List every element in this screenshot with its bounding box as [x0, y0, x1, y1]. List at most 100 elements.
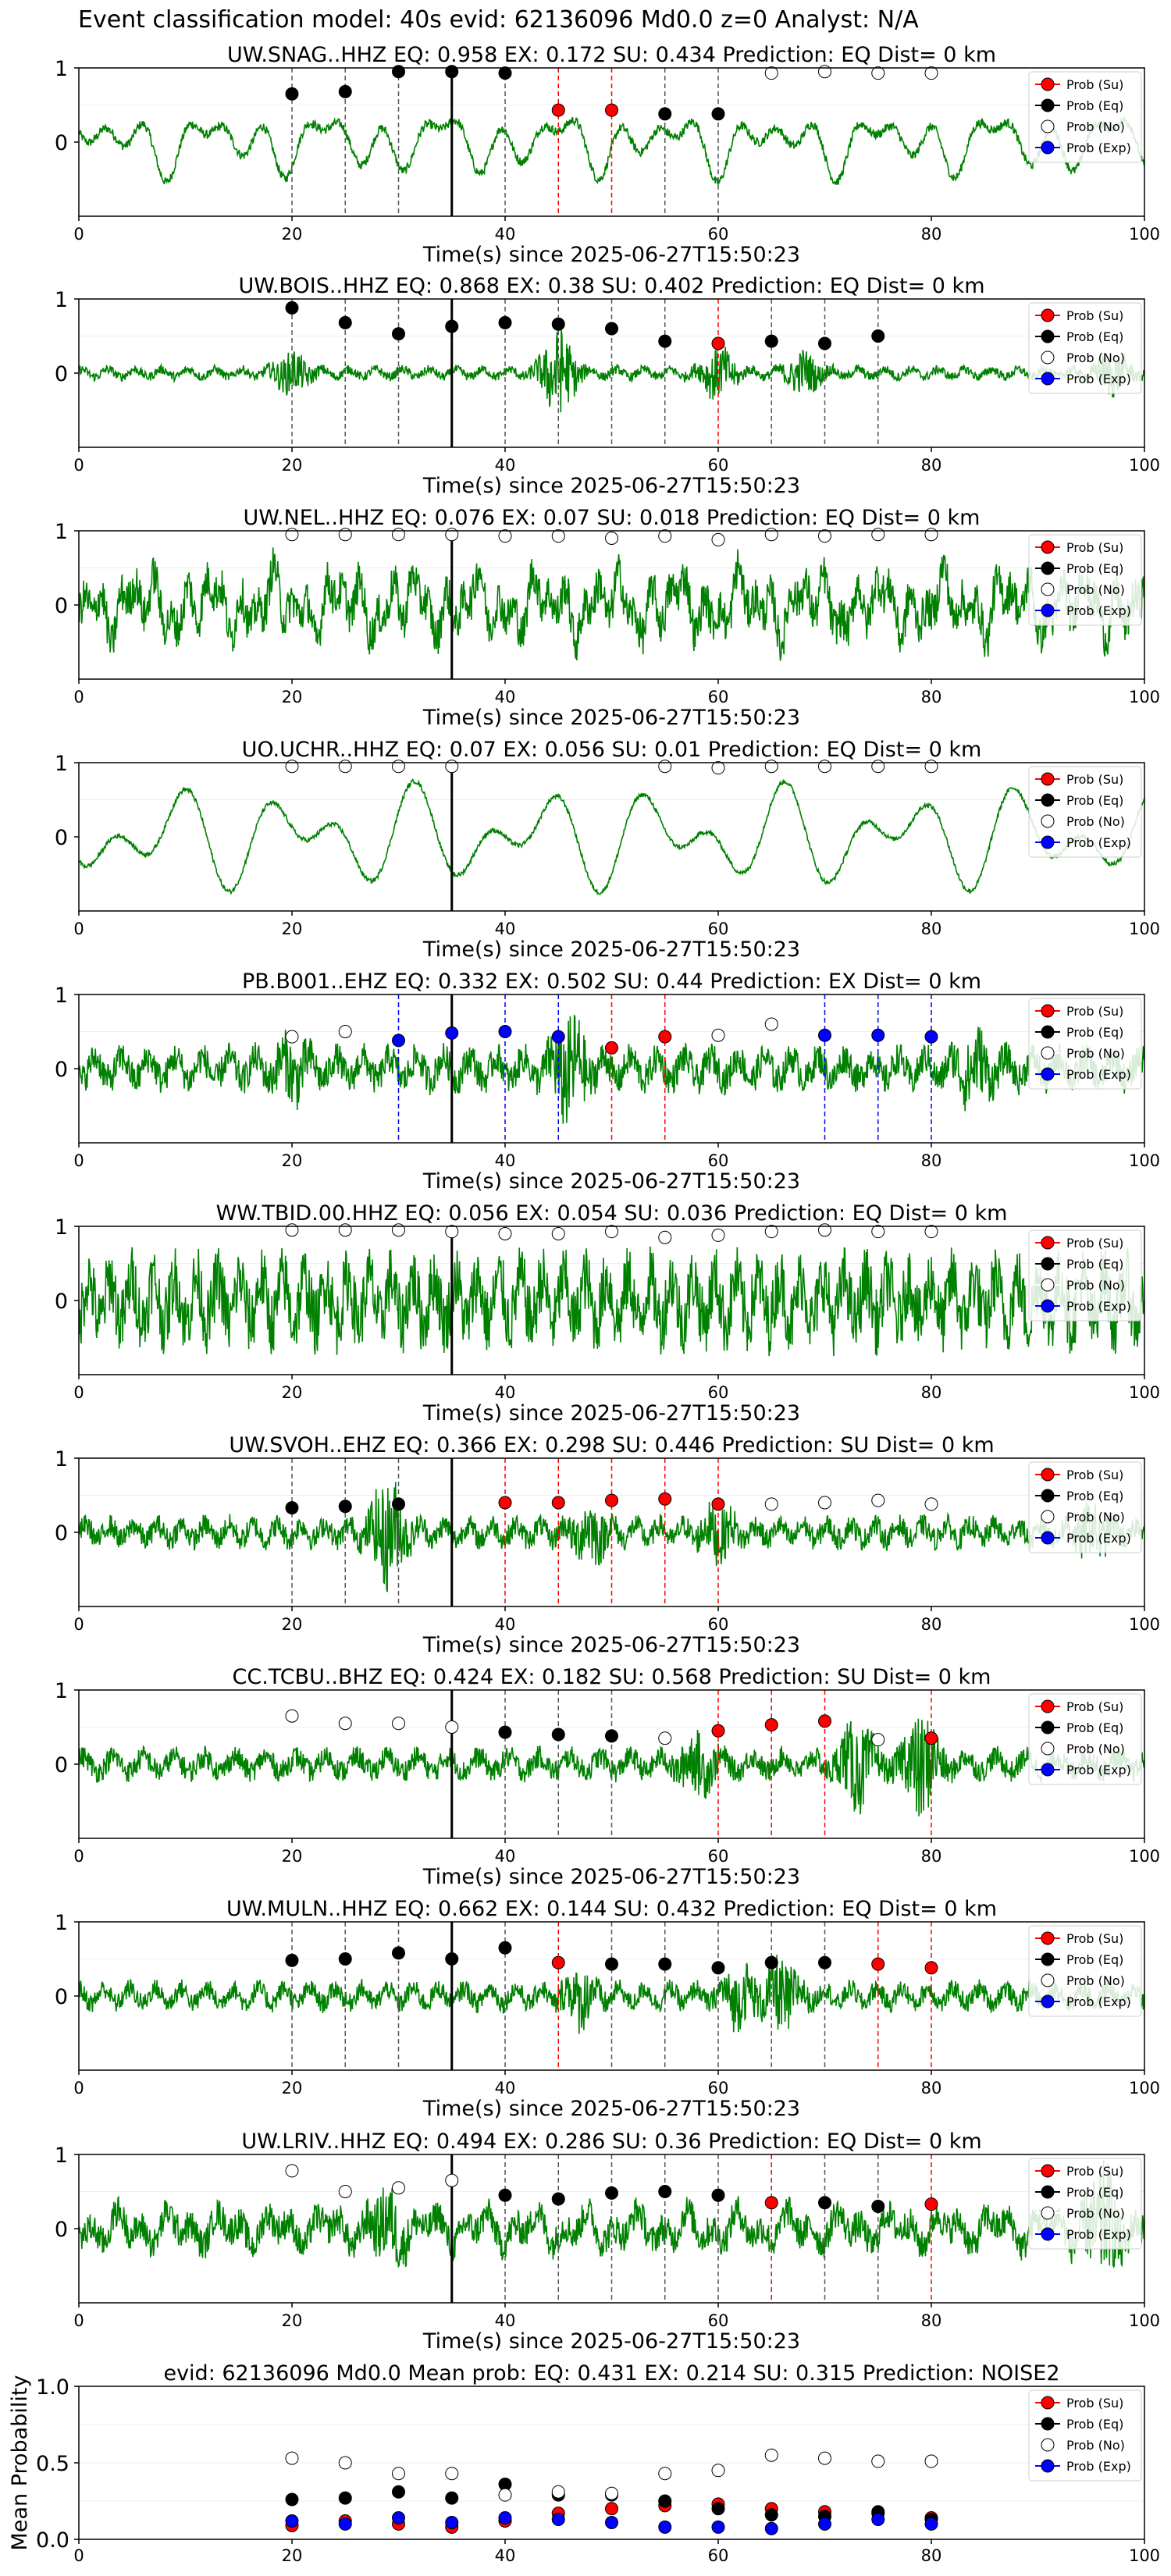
mean-prob-point	[498, 2511, 512, 2525]
prob-point	[285, 760, 299, 774]
prob-point	[285, 1501, 299, 1515]
legend-marker	[1041, 350, 1055, 365]
legend-label: Prob (Eq)	[1066, 1025, 1123, 1040]
x-tick-label: 80	[921, 920, 942, 938]
prob-point	[818, 2196, 831, 2210]
prob-point	[498, 1025, 512, 1038]
prob-point	[445, 760, 459, 774]
prob-point	[445, 1952, 459, 1966]
legend-marker	[1041, 119, 1055, 133]
x-tick-label: 20	[282, 1847, 303, 1866]
legend-marker	[1041, 329, 1055, 343]
x-axis-label: Time(s) since 2025-06-27T15:50:23	[422, 1633, 800, 1657]
legend-label: Prob (No)	[1066, 1278, 1125, 1293]
station-panel: UW.SVOH..EHZ EQ: 0.366 EX: 0.298 SU: 0.4…	[55, 1433, 1160, 1657]
prob-point	[445, 1720, 459, 1734]
prob-point	[871, 1225, 885, 1239]
prob-point	[711, 1724, 725, 1738]
prob-point	[764, 1955, 778, 1969]
y-tick-label: 1	[55, 288, 68, 312]
mean-prob-point	[871, 2454, 885, 2468]
x-axis-label: Time(s) since 2025-06-27T15:50:23	[422, 1401, 800, 1425]
station-panel: WW.TBID.00.HHZ EQ: 0.056 EX: 0.054 SU: 0…	[55, 1201, 1160, 1425]
x-tick-label: 80	[921, 456, 942, 475]
mean-prob-point	[924, 2517, 938, 2531]
mean-prob-point	[392, 2511, 405, 2525]
x-tick-label: 40	[495, 688, 516, 706]
prob-point	[924, 1961, 938, 1975]
mean-prob-point	[445, 2467, 459, 2481]
mean-prob-point	[498, 2488, 512, 2502]
mean-prob-point	[392, 2467, 405, 2481]
prob-point	[764, 66, 778, 80]
legend-label: Prob (Exp)	[1066, 603, 1131, 618]
x-tick-label: 20	[282, 1615, 303, 1634]
prob-point	[818, 760, 831, 774]
prob-point	[818, 1223, 831, 1237]
legend-marker	[1041, 1025, 1055, 1039]
x-tick-label: 0	[73, 456, 84, 475]
legend-label: Prob (Exp)	[1066, 2459, 1131, 2474]
station-panel: UW.LRIV..HHZ EQ: 0.494 EX: 0.286 SU: 0.3…	[55, 2129, 1160, 2354]
y-tick-label: 1	[55, 1911, 68, 1935]
legend-marker	[1041, 308, 1055, 322]
prob-point	[871, 2200, 885, 2213]
legend-marker	[1041, 1952, 1055, 1966]
x-tick-label: 60	[708, 456, 729, 475]
prob-point	[924, 1497, 938, 1511]
mean-prob-point	[551, 2485, 565, 2499]
x-tick-label: 60	[708, 920, 729, 938]
x-tick-label: 40	[495, 2311, 516, 2330]
x-tick-label: 60	[708, 1847, 729, 1866]
mean-prob-point	[711, 2520, 725, 2534]
prob-point	[818, 529, 831, 543]
x-tick-label: 40	[495, 920, 516, 938]
prob-point	[392, 65, 405, 79]
x-tick-label: 80	[921, 2079, 942, 2097]
y-tick-label: 0.0	[36, 2528, 69, 2553]
legend-marker	[1041, 2206, 1055, 2220]
prob-point	[658, 1492, 672, 1506]
legend-marker	[1041, 582, 1055, 596]
legend-box	[1028, 71, 1142, 163]
x-tick-label: 100	[1129, 1151, 1160, 1170]
prob-point	[711, 1961, 725, 1975]
station-panel: UW.SNAG..HHZ EQ: 0.958 EX: 0.172 SU: 0.4…	[55, 43, 1160, 267]
legend-label: Prob (Exp)	[1066, 2227, 1131, 2242]
prob-point	[338, 84, 352, 98]
x-tick-label: 20	[282, 456, 303, 475]
prob-point	[711, 1228, 725, 1242]
prob-point	[285, 301, 299, 315]
legend-box	[1028, 1461, 1142, 1553]
x-tick-label: 20	[282, 2546, 303, 2565]
prob-point	[605, 103, 618, 117]
y-tick-label: 0	[55, 1521, 68, 1546]
prob-point	[285, 1030, 299, 1044]
prob-point	[285, 1953, 299, 1967]
legend-marker	[1041, 1236, 1055, 1250]
x-tick-label: 40	[495, 225, 516, 244]
x-tick-label: 40	[495, 1847, 516, 1866]
panel-title: UO.UCHR..HHZ EQ: 0.07 EX: 0.056 SU: 0.01…	[242, 738, 982, 762]
x-axis-label: Time(s) since 2025-06-27T15:50:23	[422, 243, 800, 267]
prob-point	[338, 1717, 352, 1731]
x-tick-label: 0	[73, 1151, 84, 1170]
legend-marker	[1041, 1973, 1055, 1987]
mean-prob-point	[285, 2492, 299, 2507]
prob-point	[445, 1225, 459, 1239]
y-tick-label: 1	[55, 752, 68, 776]
x-tick-label: 100	[1129, 456, 1160, 475]
legend-marker	[1041, 98, 1055, 112]
waveform-trace	[79, 547, 1144, 661]
prob-point	[338, 2185, 352, 2198]
y-axis-label: Mean Probability	[8, 2375, 32, 2551]
station-panel: PB.B001..EHZ EQ: 0.332 EX: 0.502 SU: 0.4…	[55, 970, 1160, 1194]
station-panel: UW.NEL..HHZ EQ: 0.076 EX: 0.07 SU: 0.018…	[55, 506, 1160, 730]
y-tick-label: 0	[55, 1290, 68, 1314]
prob-point	[285, 528, 299, 542]
x-axis-label: Time(s) since 2025-06-27T15:50:23	[422, 1169, 800, 1194]
legend-marker	[1041, 1931, 1055, 1945]
x-tick-label: 20	[282, 1383, 303, 1402]
prob-point	[764, 1718, 778, 1732]
mean-prob-point	[605, 2515, 618, 2529]
